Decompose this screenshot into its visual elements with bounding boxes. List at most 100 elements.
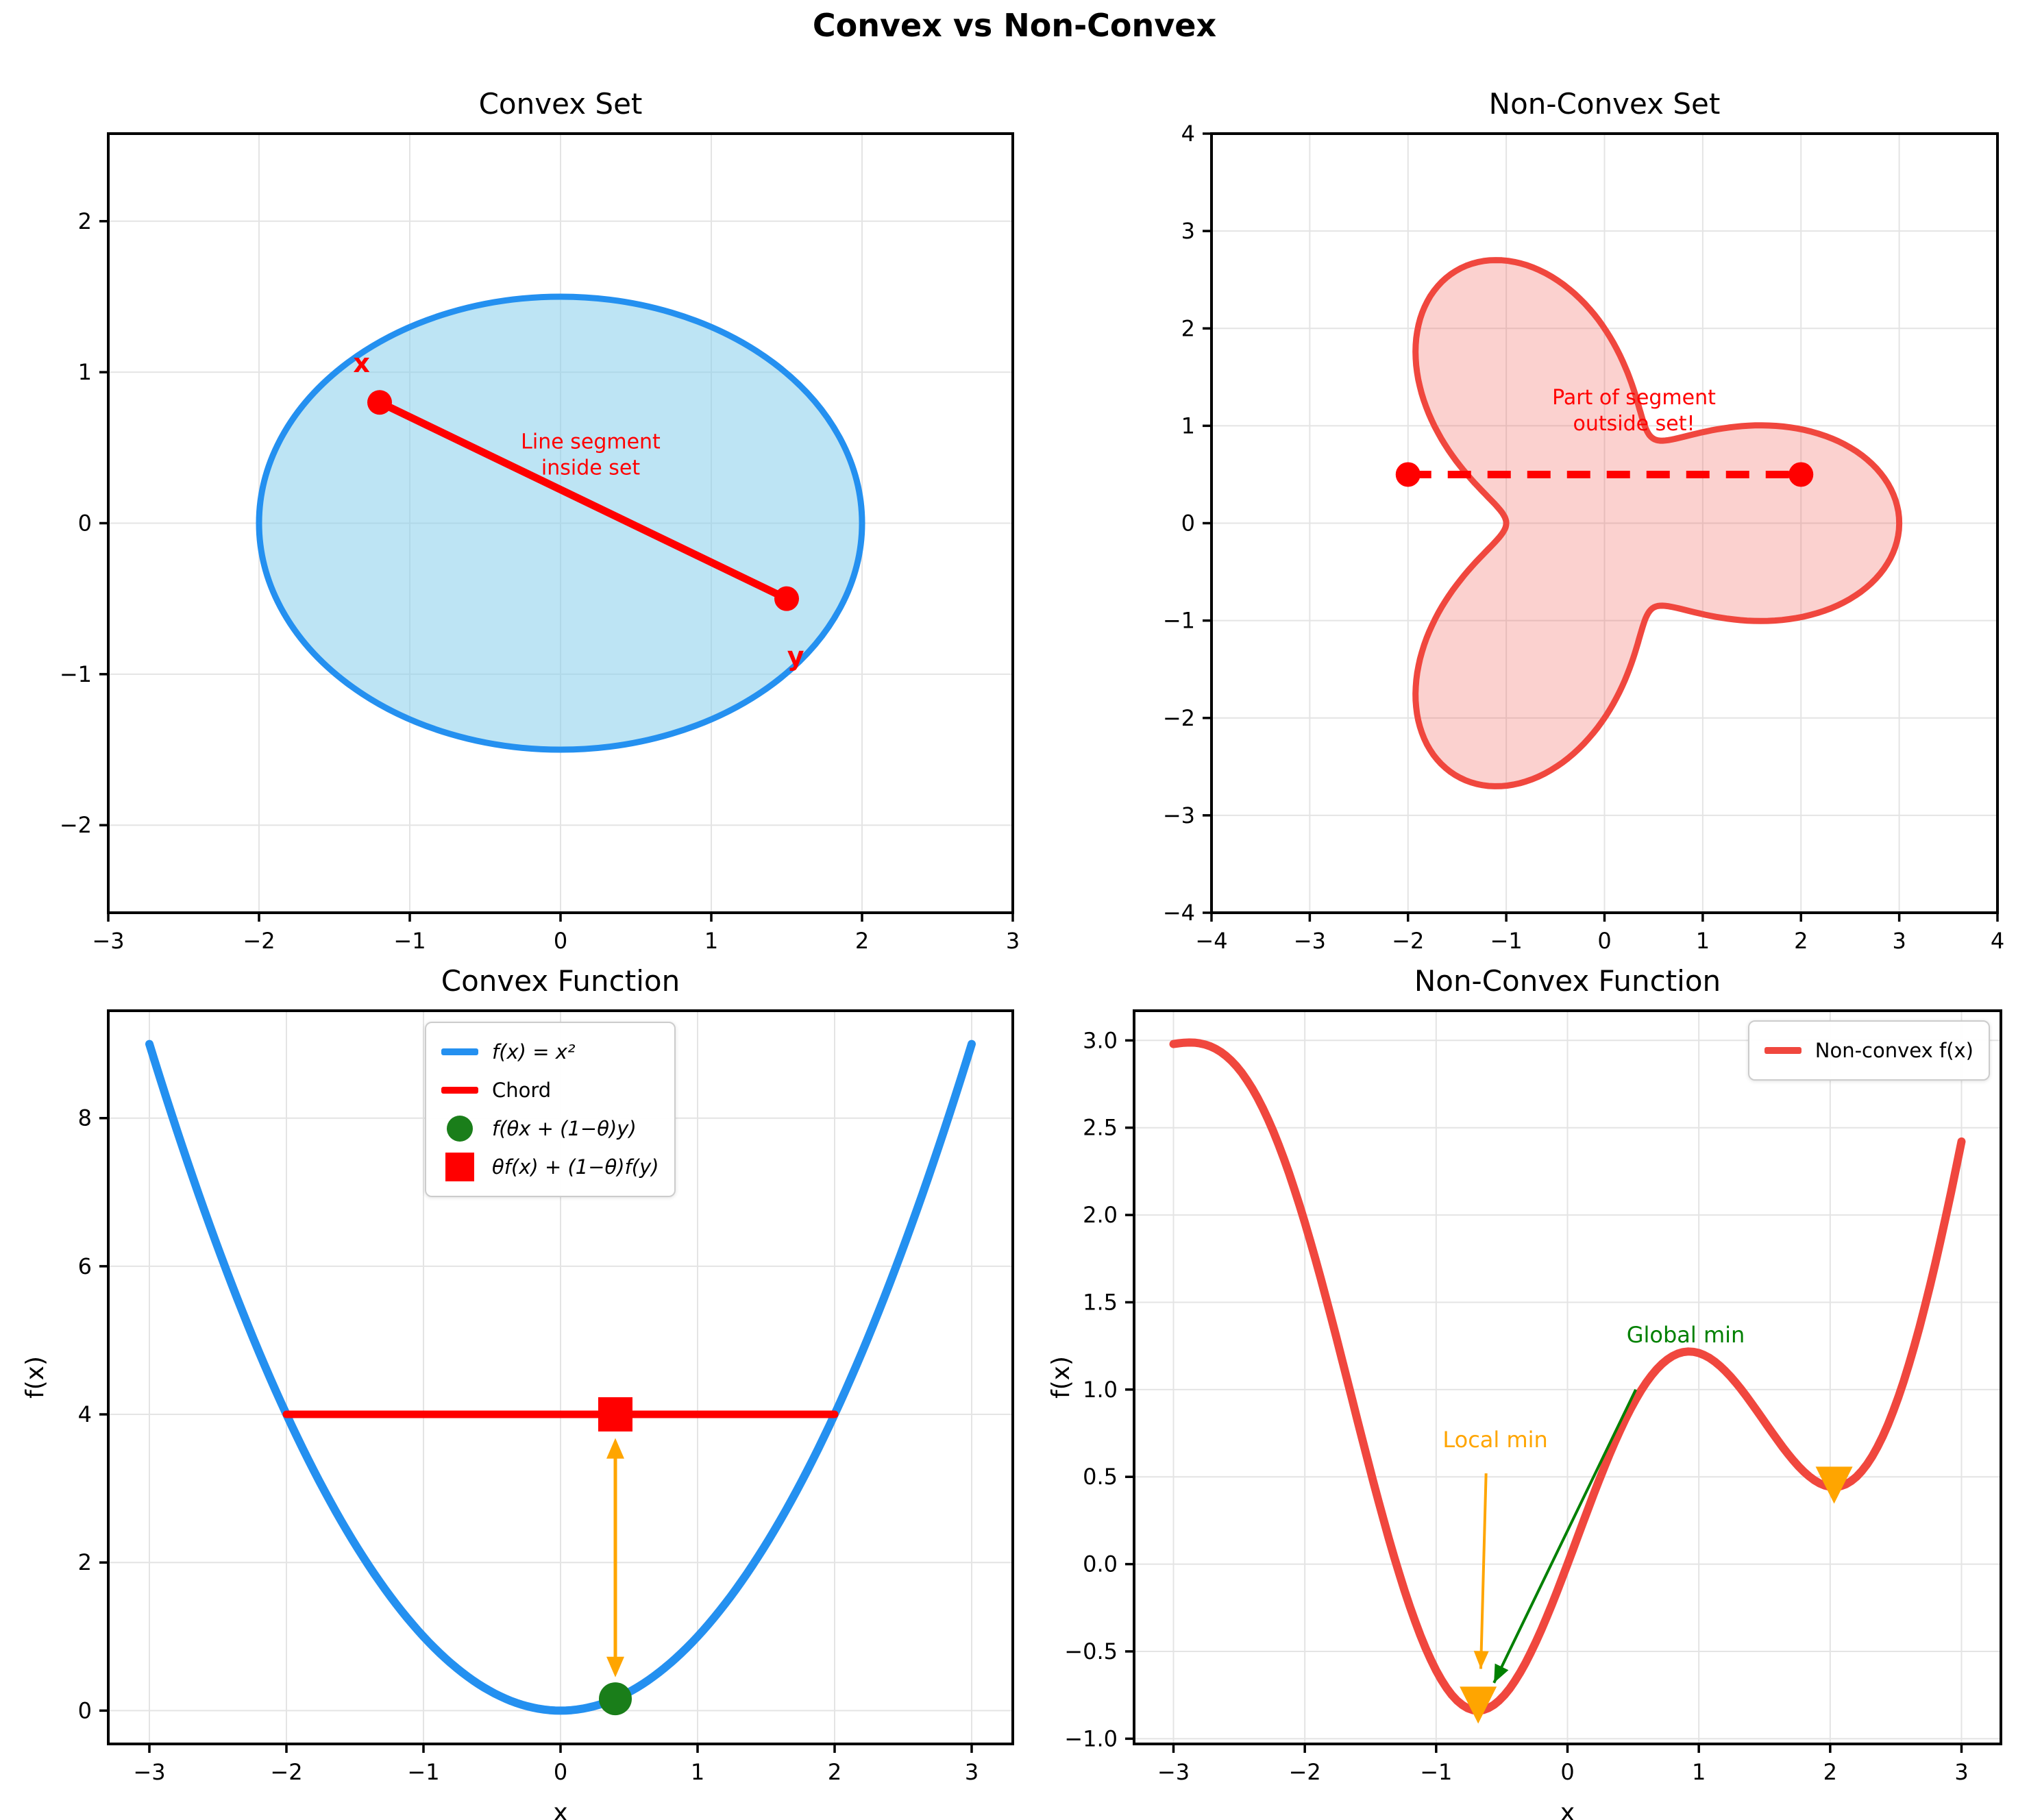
gap-arrow-head-down — [606, 1656, 624, 1677]
y-tick-label: 0.5 — [1083, 1464, 1118, 1490]
y-tick-label: 2 — [78, 208, 92, 234]
legend-label: f(θx + (1−θ)y) — [492, 1117, 637, 1140]
y-tick-label: 8 — [78, 1105, 92, 1131]
segment-inside — [376, 398, 791, 603]
y-tick-label: −1.0 — [1064, 1725, 1118, 1751]
x-tick-label: −4 — [1195, 928, 1227, 954]
endpoint-dot — [1395, 462, 1421, 487]
x-tick-label: 0 — [554, 928, 567, 954]
legend-swatch-line — [441, 1048, 478, 1055]
y-tick-label: 0 — [1181, 511, 1195, 537]
local-min-arrow — [1479, 1473, 1488, 1669]
annotation-line: Line segment — [521, 430, 661, 454]
x-tick-label: 2 — [1794, 928, 1808, 954]
point-label-y: y — [787, 641, 804, 671]
nonconvex-set-blob — [1412, 257, 1903, 789]
y-tick-label: 2 — [78, 1549, 92, 1575]
min-marker-triangle — [1460, 1686, 1497, 1724]
local-min-label: Local min — [1442, 1427, 1547, 1453]
x-tick-label: −1 — [1420, 1759, 1452, 1785]
legend-label: θf(x) + (1−θ)f(y) — [492, 1155, 659, 1179]
legend-entry: Non-convex f(x) — [1764, 1031, 1973, 1070]
panel-title-convex-function: Convex Function — [441, 964, 680, 998]
y-axis-label: f(x) — [21, 1356, 49, 1399]
x-tick-label: 2 — [855, 928, 869, 954]
point-label-x: x — [353, 348, 370, 378]
legend-nonconvex-function: Non-convex f(x) — [1747, 1020, 1990, 1081]
figure-title: Convex vs Non-Convex — [812, 7, 1217, 44]
y-tick-label: 3 — [1181, 218, 1195, 244]
x-tick-label: −1 — [393, 928, 426, 954]
x-tick-label: 3 — [1954, 1759, 1968, 1785]
y-tick-label: 4 — [1181, 121, 1195, 147]
y-tick-label: 1.5 — [1083, 1289, 1118, 1315]
y-tick-label: −3 — [1163, 802, 1195, 828]
global-min-label: Global min — [1627, 1322, 1745, 1348]
legend-label: Chord — [492, 1079, 552, 1102]
x-tick-label: 0 — [554, 1759, 567, 1785]
y-tick-label: 0 — [78, 511, 92, 537]
y-tick-label: 2.0 — [1083, 1202, 1118, 1228]
x-tick-label: −1 — [1490, 928, 1523, 954]
x-tick-label: 3 — [1892, 928, 1906, 954]
x-tick-label: −2 — [270, 1759, 302, 1785]
x-tick-label: 1 — [1696, 928, 1710, 954]
y-tick-label: −4 — [1163, 900, 1195, 926]
panel-title-nonconvex-set: Non-Convex Set — [1488, 87, 1721, 121]
min-marker-triangle — [1815, 1466, 1853, 1504]
x-tick-label: 2 — [1823, 1759, 1837, 1785]
y-tick-label: 3.0 — [1083, 1027, 1118, 1053]
y-tick-label: −2 — [60, 812, 92, 838]
endpoint-dot — [367, 390, 392, 415]
global-min-arrow — [1492, 1388, 1637, 1684]
x-tick-label: −3 — [1157, 1759, 1190, 1785]
y-tick-label: 2 — [1181, 315, 1195, 341]
endpoint-dot — [1788, 462, 1814, 487]
legend-entry: f(x) = x² — [441, 1033, 659, 1071]
x-tick-label: −3 — [92, 928, 124, 954]
panel-2: −3 −2 −1 0 1 2 3 0 2 4 6 8 x f(x) — [21, 1009, 1014, 1820]
x-tick-label: 4 — [1991, 928, 2004, 954]
legend-swatch-line — [1764, 1047, 1801, 1054]
x-tick-label: 3 — [965, 1759, 979, 1785]
y-tick-label: 0.0 — [1083, 1551, 1118, 1577]
legend-entry: θf(x) + (1−θ)f(y) — [441, 1148, 659, 1186]
x-tick-label: −1 — [407, 1759, 439, 1785]
y-tick-label: 4 — [78, 1401, 92, 1427]
annotation-line: outside set! — [1573, 412, 1695, 436]
legend-swatch-circle — [447, 1116, 473, 1142]
y-tick-label: 0 — [78, 1697, 92, 1723]
y-tick-label: 6 — [78, 1253, 92, 1279]
legend-label: f(x) = x² — [492, 1040, 576, 1063]
legend-label: Non-convex f(x) — [1815, 1039, 1973, 1062]
x-tick-label: 1 — [691, 1759, 704, 1785]
x-tick-label: −3 — [133, 1759, 165, 1785]
x-axis-label: x — [553, 1799, 567, 1820]
legend-entry: Chord — [441, 1071, 659, 1109]
x-axis-label: x — [1560, 1799, 1575, 1820]
annotation-line: Part of segment — [1552, 386, 1716, 410]
global-min-arrow-head — [1494, 1663, 1509, 1683]
panel-3: Local min Global min −3 −2 −1 0 1 2 3 3.0 2.5 2.0 1.… — [1047, 1009, 2002, 1820]
convex-set-ellipse — [256, 293, 865, 753]
legend-convex-function: f(x) = x² Chord f(θx + (1−θ)y) θf(x) + (1−θ… — [425, 1022, 676, 1197]
y-tick-label: 1 — [1181, 413, 1195, 439]
y-tick-label: 2.5 — [1083, 1115, 1118, 1141]
x-tick-label: 1 — [1692, 1759, 1706, 1785]
y-axis-label: f(x) — [1047, 1356, 1075, 1399]
x-tick-label: −3 — [1294, 928, 1326, 954]
x-tick-label: 1 — [704, 928, 718, 954]
x-tick-label: 2 — [828, 1759, 841, 1785]
y-tick-label: −1 — [1163, 608, 1195, 634]
x-tick-label: 0 — [1560, 1759, 1574, 1785]
interp-point-marker — [599, 1682, 632, 1716]
gap-arrow-head-up — [606, 1438, 624, 1459]
legend-swatch-square — [445, 1153, 474, 1181]
y-tick-label: 1 — [78, 359, 92, 385]
x-tick-label: −2 — [1289, 1759, 1321, 1785]
x-tick-label: −2 — [243, 928, 275, 954]
